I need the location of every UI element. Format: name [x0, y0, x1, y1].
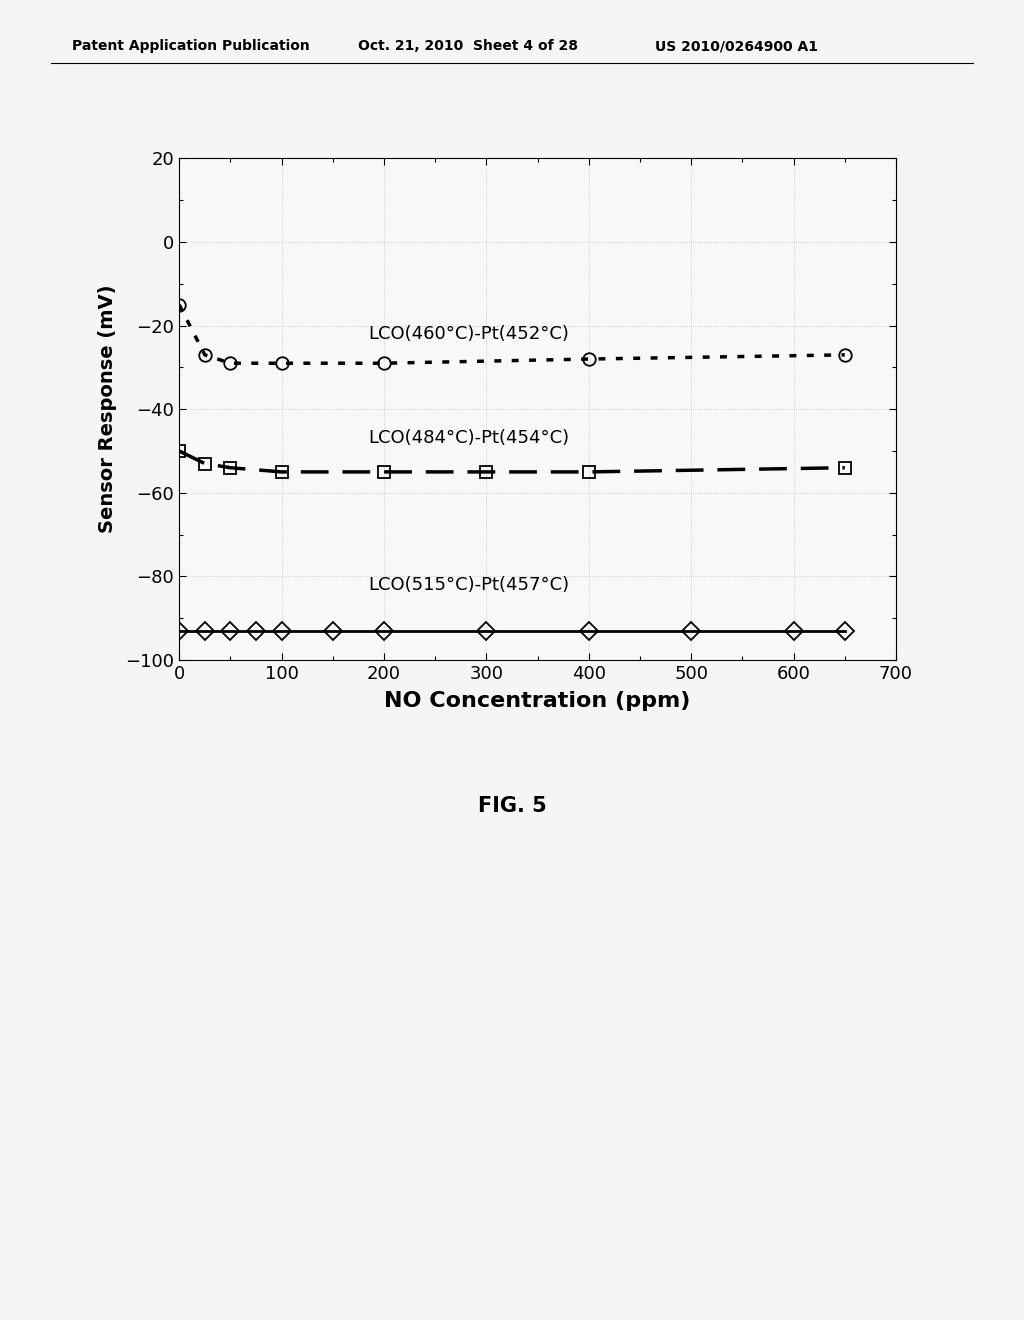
Text: LCO(515°C)-Pt(457°C): LCO(515°C)-Pt(457°C)	[369, 576, 569, 594]
Text: US 2010/0264900 A1: US 2010/0264900 A1	[655, 40, 818, 53]
Text: LCO(460°C)-Pt(452°C): LCO(460°C)-Pt(452°C)	[369, 325, 569, 343]
Y-axis label: Sensor Response (mV): Sensor Response (mV)	[98, 285, 117, 533]
Text: LCO(484°C)-Pt(454°C): LCO(484°C)-Pt(454°C)	[369, 429, 569, 447]
Text: Patent Application Publication: Patent Application Publication	[72, 40, 309, 53]
Text: FIG. 5: FIG. 5	[477, 796, 547, 816]
X-axis label: NO Concentration (ppm): NO Concentration (ppm)	[384, 692, 691, 711]
Text: Oct. 21, 2010  Sheet 4 of 28: Oct. 21, 2010 Sheet 4 of 28	[358, 40, 579, 53]
